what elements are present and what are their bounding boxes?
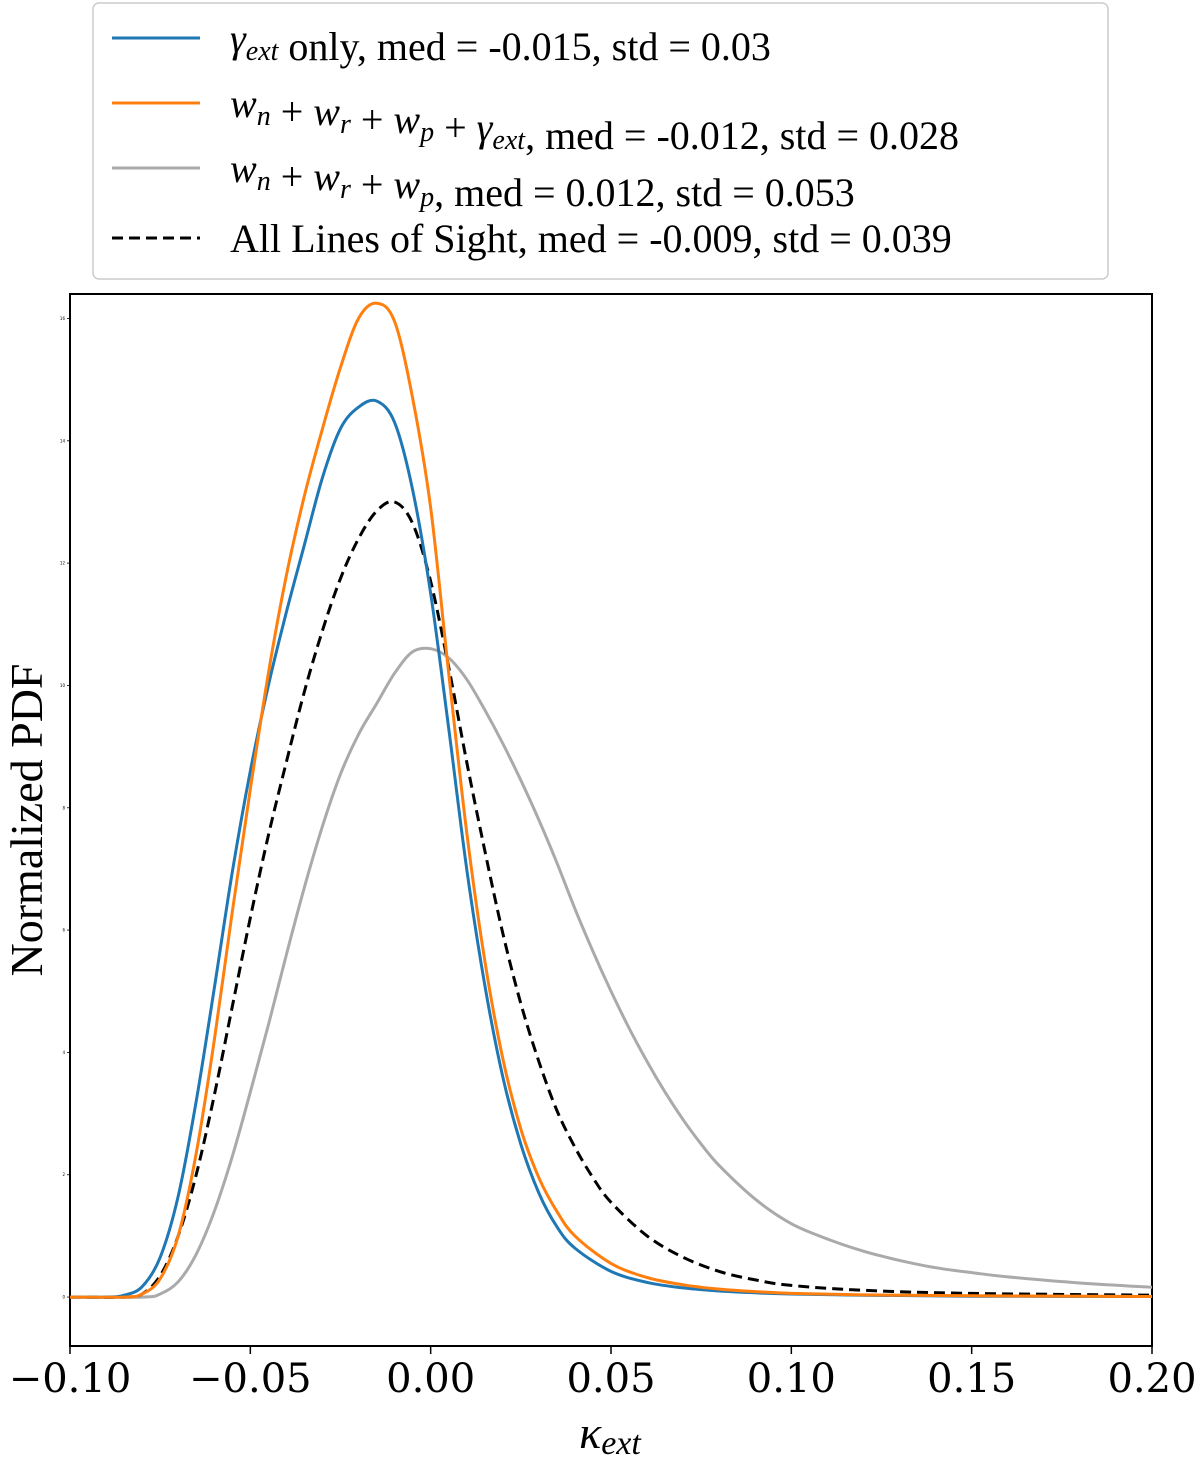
- series-line-3: [69, 500, 1153, 1299]
- x-tick-label: −0.05: [189, 1356, 312, 1402]
- y-tick-label: 2: [62, 1172, 65, 1177]
- y-tick-label: 8: [62, 805, 65, 810]
- x-axis-label: κext: [579, 1407, 642, 1462]
- x-tick-label: 0.05: [566, 1356, 655, 1402]
- plot-area-frame: [69, 293, 1153, 1347]
- legend: γext only, med = -0.015, std = 0.03 wn + …: [92, 2, 1109, 280]
- legend-label-3: All Lines of Sight, med = -0.009, std = …: [230, 216, 952, 261]
- y-tick-label: 10: [60, 683, 66, 688]
- x-tick-label: 0.00: [386, 1356, 475, 1402]
- y-tick-label: 0: [62, 1295, 65, 1300]
- legend-label-2: wn + wr + wp, med = 0.012, std = 0.053: [230, 146, 855, 215]
- series-line-2: [69, 646, 1153, 1299]
- x-tick-label: 0.20: [1107, 1356, 1196, 1402]
- y-tick-label: 16: [60, 316, 66, 321]
- x-tick-label: 0.15: [927, 1356, 1016, 1402]
- x-axis-label-subscript: ext: [601, 1425, 642, 1462]
- y-tick-label: 12: [60, 561, 66, 566]
- y-axis: 0 2 4 6 8 10 12 14 16: [60, 316, 70, 1300]
- x-tick-label: −0.10: [9, 1356, 132, 1402]
- y-tick-label: 14: [60, 438, 66, 443]
- series-line-0: [69, 398, 1153, 1299]
- series-line-1: [69, 301, 1153, 1299]
- x-axis: −0.10 −0.05 0.00 0.05 0.10 0.15 0.20: [9, 1346, 1197, 1402]
- legend-label-1: wn + wr + wp + γext, med = -0.012, std =…: [230, 81, 959, 158]
- x-tick-label: 0.10: [747, 1356, 836, 1402]
- series-layer: [69, 301, 1153, 1299]
- x-axis-label-symbol: κ: [579, 1407, 602, 1458]
- legend-label-0: γext only, med = -0.015, std = 0.03: [230, 16, 771, 69]
- y-tick-label: 6: [62, 928, 65, 933]
- y-tick-label: 4: [62, 1050, 65, 1055]
- y-axis-label: Normalized PDF: [1, 663, 52, 976]
- legend-frame: [92, 2, 1109, 280]
